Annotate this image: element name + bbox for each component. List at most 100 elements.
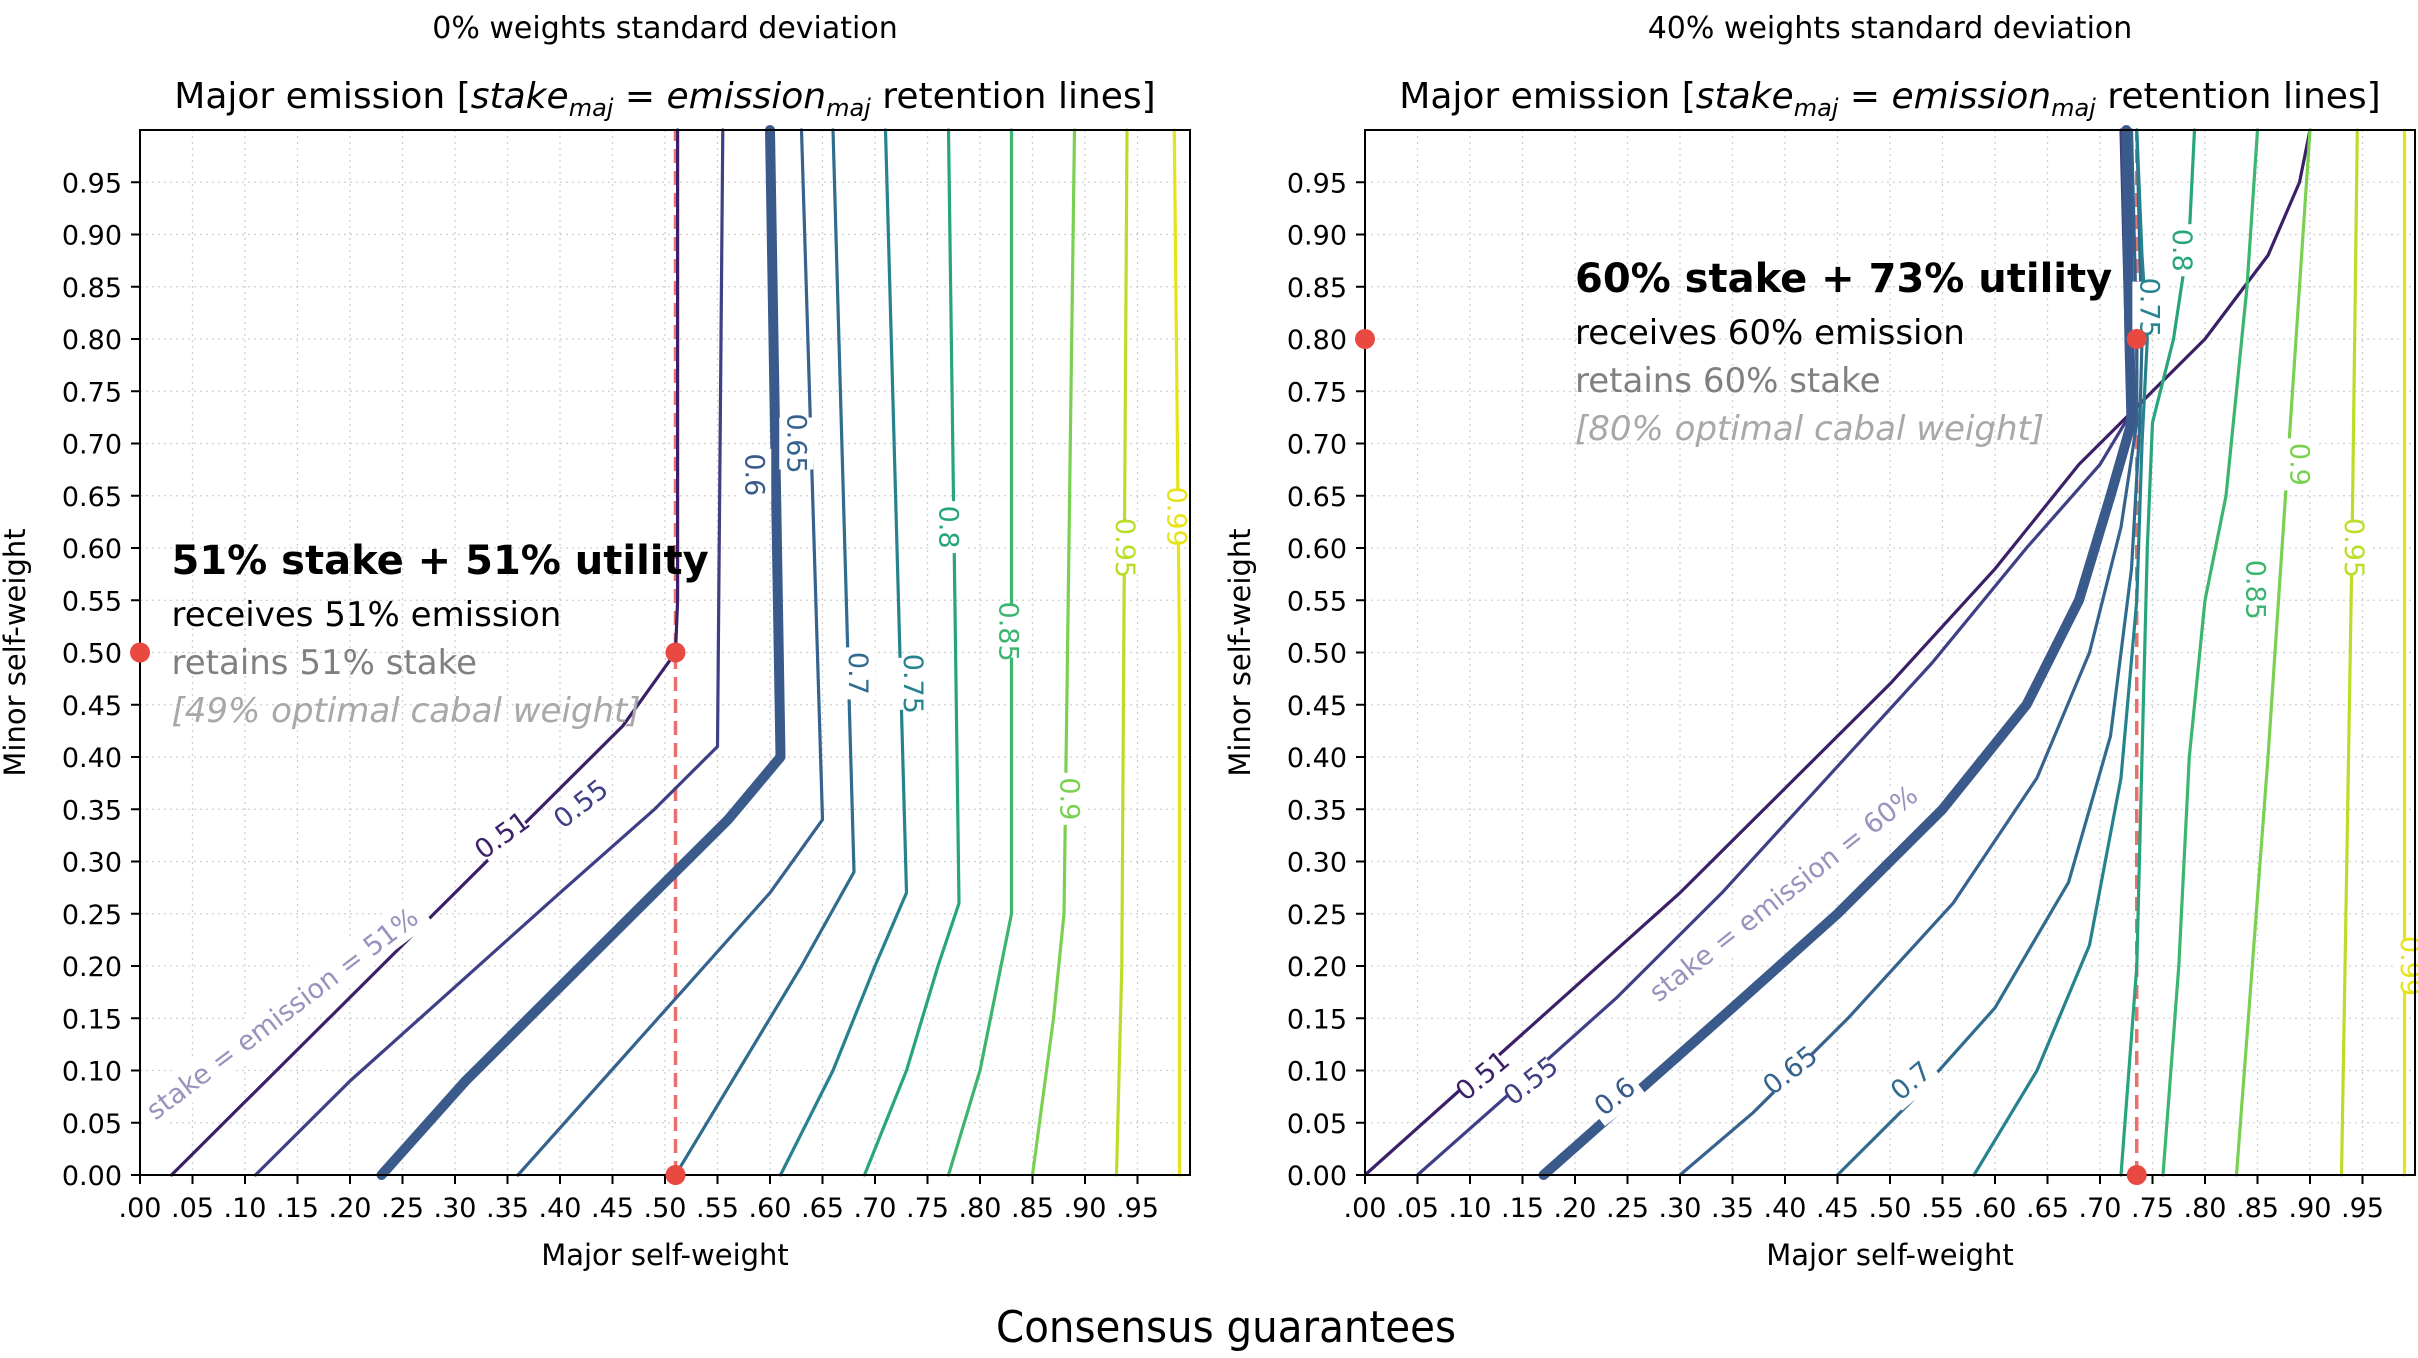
contour-line-0.9 <box>1030 128 1077 1177</box>
subtitle-sub-maj: maj <box>2051 94 2096 122</box>
y-tick-label: 0.55 <box>1287 586 1347 617</box>
y-axis-label: Minor self-weight <box>1223 528 1257 776</box>
subtitle-prefix: Major emission [ <box>174 76 470 117</box>
reference-label-bg <box>1633 770 1932 1015</box>
x-tick-label: .10 <box>224 1193 267 1224</box>
x-tick-label: .45 <box>591 1193 634 1224</box>
y-tick-label: 0.25 <box>1287 900 1347 931</box>
annotation-emission: receives 51% emission <box>172 595 562 635</box>
annotation-stake: retains 60% stake <box>1575 361 1881 401</box>
y-tick-label: 0.50 <box>62 639 122 670</box>
contour-label-0.95: 0.95 <box>2338 518 2369 578</box>
panel-subtitle: Major emission [stakemaj = emissionmaj r… <box>1399 76 2380 122</box>
subtitle-sub-maj: maj <box>1794 94 1839 122</box>
reference-curve-label: stake = emission = 51% <box>141 902 425 1126</box>
x-tick-label: .05 <box>1396 1193 1439 1224</box>
panel-subtitle: Major emission [stakemaj = emissionmaj r… <box>174 76 1155 122</box>
contour-label-0.75: 0.75 <box>897 654 928 714</box>
y-tick-label: 0.40 <box>1287 743 1347 774</box>
contour-label-bg <box>2132 281 2167 334</box>
annotation-cabal-weight: [49% optimal cabal weight] <box>172 691 641 731</box>
contour-label-0.95: 0.95 <box>1109 518 1140 578</box>
annotation-headline: 51% stake + 51% utility <box>172 538 709 584</box>
x-tick-label: .25 <box>381 1193 424 1224</box>
y-tick-label: 0.05 <box>62 1109 122 1140</box>
x-tick-label: .70 <box>854 1193 897 1224</box>
y-tick-label: 0.65 <box>1287 482 1347 513</box>
contour-label-bg <box>2164 224 2199 277</box>
grid <box>139 130 1190 1176</box>
y-tick-label: 0.55 <box>62 586 122 617</box>
y-tick-label: 0.50 <box>1287 639 1347 670</box>
x-tick-label: .60 <box>749 1193 792 1224</box>
y-tick-label: 0.45 <box>62 691 122 722</box>
subtitle-var-stake: stake <box>1696 76 1794 117</box>
contour-label-bg <box>1159 490 1194 543</box>
annotation-headline: 60% stake + 73% utility <box>1575 256 2112 302</box>
y-tick-label: 0.20 <box>1287 952 1347 983</box>
contour-lines <box>169 125 1182 1180</box>
x-tick-label: .35 <box>1711 1193 1754 1224</box>
chart-panel-1: 0% weights standard deviation Major emiss… <box>0 11 1194 1272</box>
x-tick-label: .50 <box>1869 1193 1912 1224</box>
x-tick-label: .75 <box>906 1193 949 1224</box>
marker-point <box>2126 329 2147 349</box>
y-tick-label: 0.85 <box>62 273 122 304</box>
marker-point <box>665 642 686 663</box>
x-tick-label: .55 <box>696 1193 739 1224</box>
annotation-cabal-weight: [80% optimal cabal weight] <box>1575 409 2044 449</box>
x-tick-label: .40 <box>1764 1193 1807 1224</box>
contour-label-bg <box>1499 1051 1562 1111</box>
contour-label-bg <box>1759 1041 1822 1100</box>
contour-label-bg <box>779 417 814 470</box>
chart-panel-2: 40% weights standard deviation Major emis… <box>1223 11 2418 1272</box>
contour-label-bg <box>931 501 966 554</box>
y-tick-label: 0.70 <box>62 430 122 461</box>
contour-label-bg <box>1583 1067 1646 1127</box>
x-tick-label: .15 <box>276 1193 319 1224</box>
contour-line-0.6 <box>376 125 786 1180</box>
contour-label-bg <box>2282 438 2317 491</box>
subtitle-prefix: Major emission [ <box>1399 76 1695 117</box>
marker-point <box>2126 1165 2147 1185</box>
subtitle-var-stake: stake <box>471 76 569 117</box>
contour-label-bg <box>1107 522 1142 574</box>
subtitle-suffix: retention lines] <box>2096 76 2381 117</box>
x-tick-label: .85 <box>2236 1193 2279 1224</box>
x-tick-label: .55 <box>1921 1193 1964 1224</box>
x-tick-label: .75 <box>2131 1193 2174 1224</box>
x-ticks: .00 .05 .10 .15 .20 .25 .30 .35 .40 .45 .50 .55 .60.… <box>1344 1175 2384 1224</box>
y-tick-label: 0.65 <box>62 482 122 513</box>
contour-line-0.95 <box>1114 128 1129 1177</box>
y-tick-label: 0.00 <box>1287 1161 1347 1192</box>
y-tick-label: 0.45 <box>1287 691 1347 722</box>
y-tick-label: 0.10 <box>1287 1057 1347 1088</box>
x-tick-label: .20 <box>1554 1193 1597 1224</box>
y-tick-label: 0.15 <box>1287 1004 1347 1035</box>
y-tick-label: 0.10 <box>62 1057 122 1088</box>
x-tick-label: .65 <box>801 1193 844 1224</box>
contour-line-0.51 <box>1363 128 2312 1177</box>
x-tick-label: .95 <box>1116 1193 1159 1224</box>
x-tick-label: .90 <box>2289 1193 2332 1224</box>
x-axis-label: Major self-weight <box>541 1238 789 1272</box>
x-tick-label: .30 <box>1659 1193 1702 1224</box>
contour-line-0.6 <box>1538 125 2137 1180</box>
y-tick-label: 0.40 <box>62 743 122 774</box>
y-tick-label: 0.35 <box>62 795 122 826</box>
contour-label-0.85: 0.85 <box>992 602 1023 662</box>
contour-label-0.65: 0.65 <box>780 413 811 473</box>
contour-label-0.9: 0.9 <box>2284 443 2315 486</box>
subtitle-equals: = <box>1838 76 1891 117</box>
x-ticks: .00 .05 .10 .15 .20 .25 .30 .35 .40 .45 .50 .55 .60.… <box>119 1175 1159 1224</box>
y-tick-label: 0.35 <box>1287 795 1347 826</box>
subtitle-var-emission: emission <box>1892 76 2052 117</box>
contour-label-bg <box>991 605 1026 658</box>
y-tick-label: 0.75 <box>62 377 122 408</box>
contour-label-bg <box>737 448 772 501</box>
y-tick-label: 0.95 <box>62 168 122 199</box>
contour-label-bg <box>550 774 612 834</box>
x-tick-label: .00 <box>1344 1193 1387 1224</box>
x-tick-label: .10 <box>1449 1193 1492 1224</box>
annotation-stake: retains 51% stake <box>172 643 478 683</box>
